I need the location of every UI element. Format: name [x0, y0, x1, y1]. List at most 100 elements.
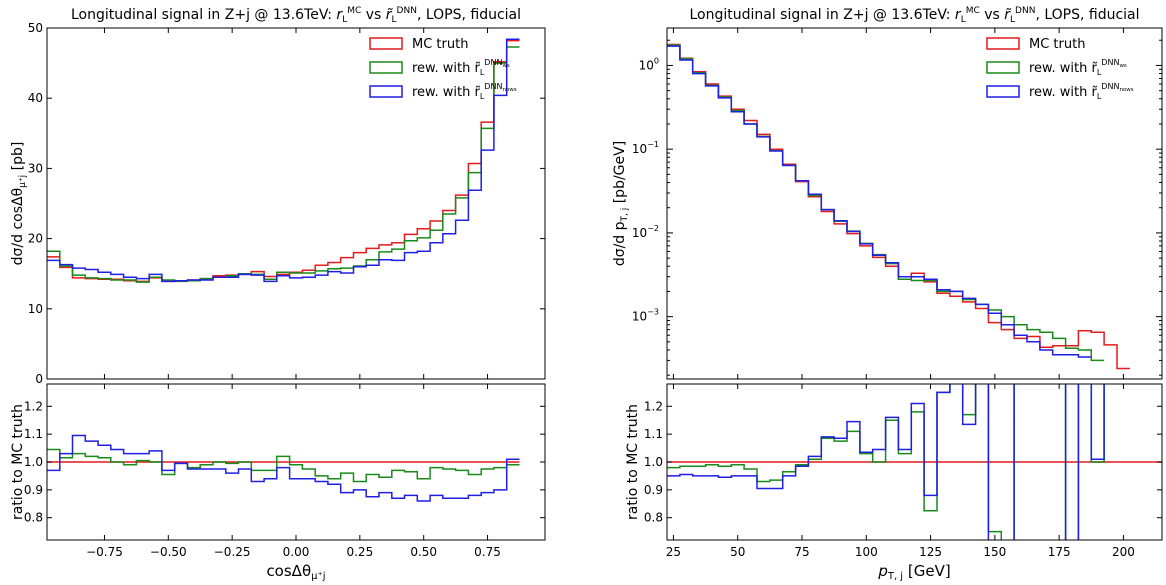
legend-swatch-1: [986, 61, 1020, 74]
x-tick-label: 0.25: [346, 545, 373, 559]
x-tick-label: −0.25: [214, 545, 251, 559]
x-tick-label: 75: [794, 545, 809, 559]
y-axis-label: dσ/d pT, j [pb/GeV]: [612, 141, 630, 266]
y-label-text: dσ/d p: [612, 221, 628, 266]
chart-title: Longitudinal signal in Z+j @ 13.6TeV: rL…: [71, 6, 521, 25]
legend-label-1: rew. with r̃LDNNws: [1029, 58, 1127, 77]
y-tick-label: 0.9: [24, 483, 43, 497]
x-axis-label: pT, j [GeV]: [877, 562, 950, 582]
x-tick-label: 100: [855, 545, 878, 559]
legend-swatch-2: [986, 85, 1020, 98]
legend-sub: L: [480, 92, 485, 101]
y-axis-label: ratio to MC truth: [625, 404, 641, 520]
title-sup: MC: [966, 6, 980, 16]
legend-supsub: ws: [1119, 63, 1126, 69]
series-line-2: [667, 384, 1105, 540]
y-tick-label: 1.1: [24, 427, 43, 441]
series-line-1: [47, 448, 520, 483]
y-tick-label: 1.0: [24, 455, 43, 469]
title-symbol: r̃: [1004, 7, 1011, 23]
legend-swatch-2: [369, 85, 403, 98]
x-tick-label: −0.75: [86, 545, 123, 559]
x-label-text: cosΔθ: [266, 562, 311, 580]
y-tick-label: 1.0: [644, 455, 663, 469]
tick-base: 10: [632, 310, 647, 324]
legend-supsub: ws: [502, 63, 509, 69]
legend-supsub: nows: [1119, 87, 1133, 93]
legend-text: rew. with r̃: [412, 85, 480, 100]
lower-right-panel: 0.8 0.9 1.0 1.1 1.2 25 50 75 100 125 150 175 200 rati…: [625, 383, 1163, 582]
legend-text: rew. with r̃: [412, 61, 480, 76]
legend-sup: DNN: [1101, 58, 1119, 67]
y-axis-label: dσ/d cosΔθμ⁺j [pb]: [10, 142, 28, 266]
tick-exp: −3: [647, 308, 659, 317]
legend-sub: L: [1097, 92, 1102, 101]
legend-text: rew. with r̃: [1029, 85, 1097, 100]
y-tick-label: 30: [28, 161, 43, 175]
x-tick-label: 125: [919, 545, 942, 559]
y-tick-label: 10−3: [632, 308, 659, 324]
lower-left-panel: 0.8 0.9 1.0 1.1 1.2 −0.75 −0.50 −0.25 0.00 0.25 0.…: [10, 383, 546, 582]
y-label-sub: μ⁺j: [18, 175, 28, 188]
title-sup: DNN: [1015, 6, 1035, 16]
x-label-unit: [GeV]: [903, 562, 951, 580]
tick-base: 10: [632, 226, 647, 240]
legend-text: rew. with r̃: [1029, 61, 1097, 76]
x-axis-label: cosΔθμ⁺j: [266, 562, 325, 582]
legend-sub: L: [480, 68, 485, 77]
tick-exp: −2: [647, 224, 659, 233]
y-tick-label: 10: [28, 302, 43, 316]
plot-frame: [46, 27, 546, 380]
title-sub: L: [342, 15, 347, 25]
legend-supsub: nows: [502, 87, 516, 93]
y-tick-label: 1.2: [24, 399, 43, 413]
legend-swatch-0: [986, 37, 1020, 50]
title-sup: MC: [347, 6, 361, 16]
title-text: vs: [980, 7, 1004, 23]
tick-base: 10: [632, 142, 647, 156]
title-text: vs: [361, 7, 385, 23]
upper-left-panel: 0 10 20 30 40 50 Longitudinal signal in Z+j @ …: [10, 6, 546, 386]
chart-title: Longitudinal signal in Z+j @ 13.6TeV: r L…: [689, 6, 1139, 25]
title-sup: DNN: [397, 6, 417, 16]
series-line-2: [47, 38, 520, 283]
x-tick-label: 50: [730, 545, 745, 559]
x-tick-label: 0.50: [410, 545, 437, 559]
y-label-unit: [pb/GeV]: [612, 141, 628, 208]
y-label-unit: [pb]: [10, 142, 26, 175]
x-tick-label: 175: [1048, 545, 1071, 559]
title-sub: L: [1010, 15, 1015, 25]
x-tick-label: 0.75: [474, 545, 501, 559]
tick-base: 10: [639, 58, 654, 72]
y-tick-label: 20: [28, 232, 43, 246]
y-label-sub: T, j: [620, 208, 630, 223]
legend-swatch-0: [369, 37, 403, 50]
tick-exp: 0: [654, 56, 659, 65]
y-tick-label: 1.1: [644, 427, 663, 441]
x-tick-label: 200: [1112, 545, 1135, 559]
y-tick-label: 10−1: [632, 140, 659, 156]
legend-label-0: MC truth: [1029, 37, 1085, 52]
title-symbol: r: [955, 7, 962, 23]
plot-frame: [666, 27, 1163, 380]
series-line-2: [667, 45, 1092, 358]
x-tick-label: 0.00: [283, 545, 310, 559]
title-text: Longitudinal signal in Z+j @ 13.6TeV:: [689, 7, 954, 23]
tick-exp: −1: [647, 140, 659, 149]
y-label-text: dσ/d cosΔθ: [10, 188, 26, 266]
legend-sup: DNN: [1101, 82, 1119, 91]
y-tick-label: 0.9: [644, 483, 663, 497]
y-axis-label: ratio to MC truth: [10, 404, 26, 520]
x-tick-label: −0.50: [150, 545, 187, 559]
x-tick-label: 150: [983, 545, 1006, 559]
y-tick-label: 10−2: [632, 224, 659, 240]
title-text: , LOPS, fiducial: [417, 7, 521, 23]
title-sub: L: [392, 15, 397, 25]
y-tick-label: 40: [28, 91, 43, 105]
title-symbol: r̃: [386, 7, 393, 23]
title-text: Longitudinal signal in Z+j @ 13.6TeV:: [71, 7, 336, 23]
legend-sup: DNN: [484, 82, 502, 91]
legend-sub: L: [1097, 68, 1102, 77]
